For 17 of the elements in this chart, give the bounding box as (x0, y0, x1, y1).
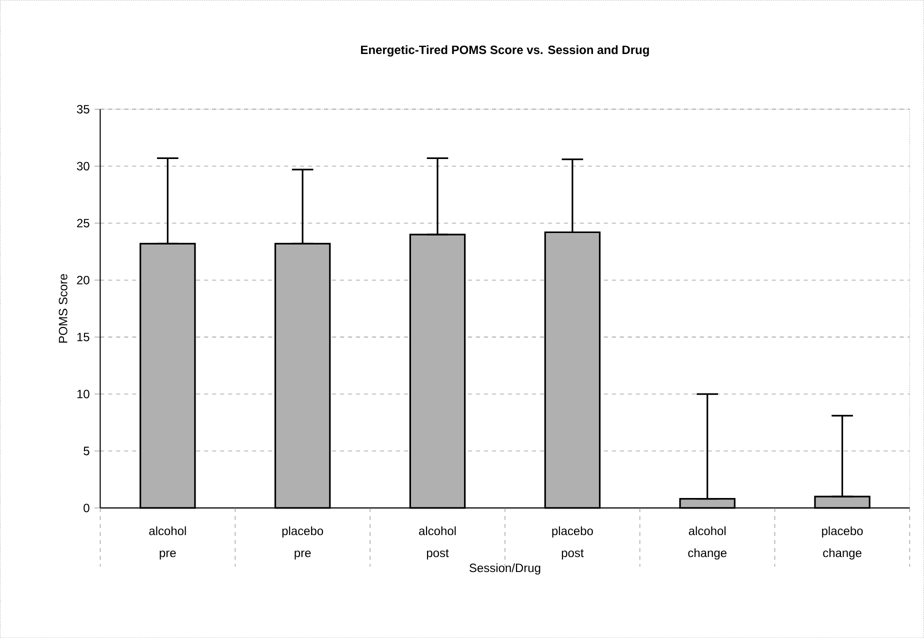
y-tick-label: 20 (77, 276, 90, 284)
y-tick-label: 0 (84, 504, 90, 512)
chart-title: Energetic-Tired POMS Score vs. Session and Drug (361, 45, 649, 56)
y-tick-label: 25 (77, 218, 90, 228)
y-axis-title: POMS Score (58, 274, 68, 343)
y-tick-label: 35 (76, 104, 90, 114)
y-tick-label: 30 (76, 162, 90, 170)
category-label: alcohol pre (149, 526, 186, 560)
y-tick-label: 15 (77, 332, 90, 342)
y-tick-label: 10 (77, 390, 90, 398)
y-tick-label: 5 (84, 446, 90, 456)
x-axis-title: Session/Drug (470, 563, 540, 574)
x-tick-label: alcohol change (688, 526, 726, 560)
x-tick-label: placebo pre (282, 526, 324, 560)
x-tick-label: alcohol post (419, 526, 456, 560)
x-tick-label: placebo post (552, 526, 593, 560)
x-tick-label: placebo change (822, 526, 863, 560)
